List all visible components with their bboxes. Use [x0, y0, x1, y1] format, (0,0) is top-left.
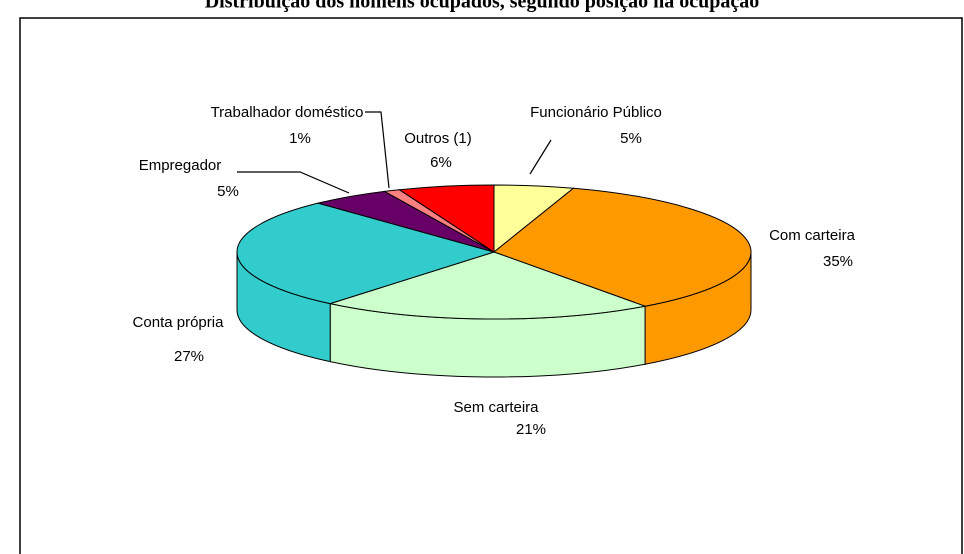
slice-label: Trabalhador doméstico — [211, 104, 364, 121]
leader-lines — [237, 111, 552, 194]
slice — [397, 184, 495, 253]
value-label: 5% — [620, 130, 642, 147]
pie — [236, 184, 752, 378]
value-label: 1% — [289, 130, 311, 147]
slice-label: Empregador — [139, 157, 222, 174]
slice — [236, 202, 496, 305]
value-label: 21% — [516, 421, 546, 438]
value-label: 6% — [430, 154, 452, 171]
leader-line — [237, 171, 350, 194]
slice-label: Funcionário Público — [530, 104, 662, 121]
value-label: 27% — [174, 348, 204, 365]
value-label: 35% — [823, 253, 853, 270]
slice-label: Sem carteira — [453, 399, 539, 416]
slice — [492, 187, 752, 307]
chart-title: Distribuição dos homens ocupados, segund… — [205, 0, 760, 13]
leader-line — [529, 139, 552, 175]
slice-label: Com carteira — [769, 227, 856, 244]
slice — [328, 251, 647, 320]
slice-label: Outros (1) — [404, 130, 472, 147]
leader-line — [365, 111, 390, 189]
slice-label: Conta própria — [133, 314, 225, 331]
value-label: 5% — [217, 183, 239, 200]
